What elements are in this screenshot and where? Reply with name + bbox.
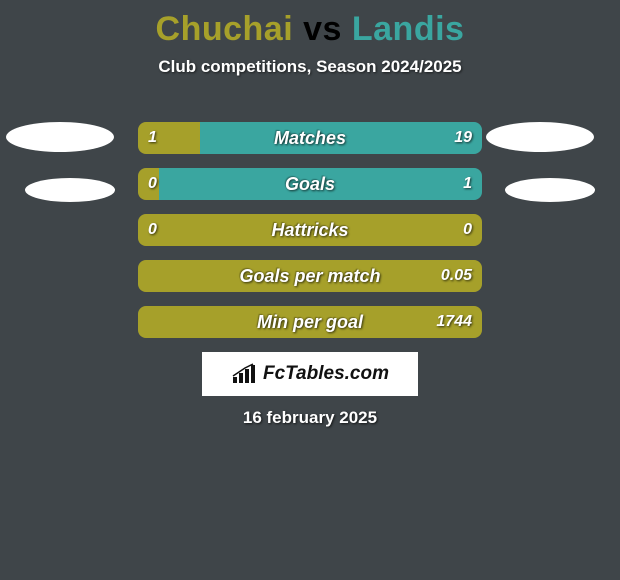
- stat-bar-row: Goals01: [138, 168, 482, 200]
- stat-bar-left-segment: [138, 260, 482, 292]
- brand-badge: FcTables.com: [202, 352, 418, 396]
- stat-bar-row: Hattricks00: [138, 214, 482, 246]
- bar-chart-icon: [231, 363, 257, 385]
- page-title: Chuchai vs Landis: [0, 0, 620, 49]
- brand-text: FcTables.com: [263, 363, 389, 385]
- stat-bar-left-segment: [138, 214, 482, 246]
- stat-bar-row: Matches119: [138, 122, 482, 154]
- stat-bar-right-segment: [159, 168, 482, 200]
- team-left-logo-placeholder-2: [25, 178, 115, 202]
- stat-bar-right-segment: [200, 122, 482, 154]
- player-left-name: Chuchai: [156, 10, 294, 48]
- vs-separator: vs: [293, 10, 352, 48]
- stat-bars: Matches119 Goals01 Hattricks00 Goals per ma…: [138, 122, 482, 352]
- subtitle: Club competitions, Season 2024/2025: [0, 57, 620, 77]
- team-right-logo-placeholder: [486, 122, 594, 152]
- stat-bar-left-segment: [138, 122, 200, 154]
- stat-bar-left-segment: [138, 168, 159, 200]
- comparison-card: Chuchai vs Landis Club competitions, Sea…: [0, 0, 620, 580]
- stat-bar-row: Goals per match0.05: [138, 260, 482, 292]
- stat-bar-left-segment: [138, 306, 482, 338]
- team-right-logo-placeholder-2: [505, 178, 595, 202]
- player-right-name: Landis: [352, 10, 465, 48]
- team-left-logo-placeholder: [6, 122, 114, 152]
- footer-date: 16 february 2025: [0, 408, 620, 428]
- stat-bar-row: Min per goal1744: [138, 306, 482, 338]
